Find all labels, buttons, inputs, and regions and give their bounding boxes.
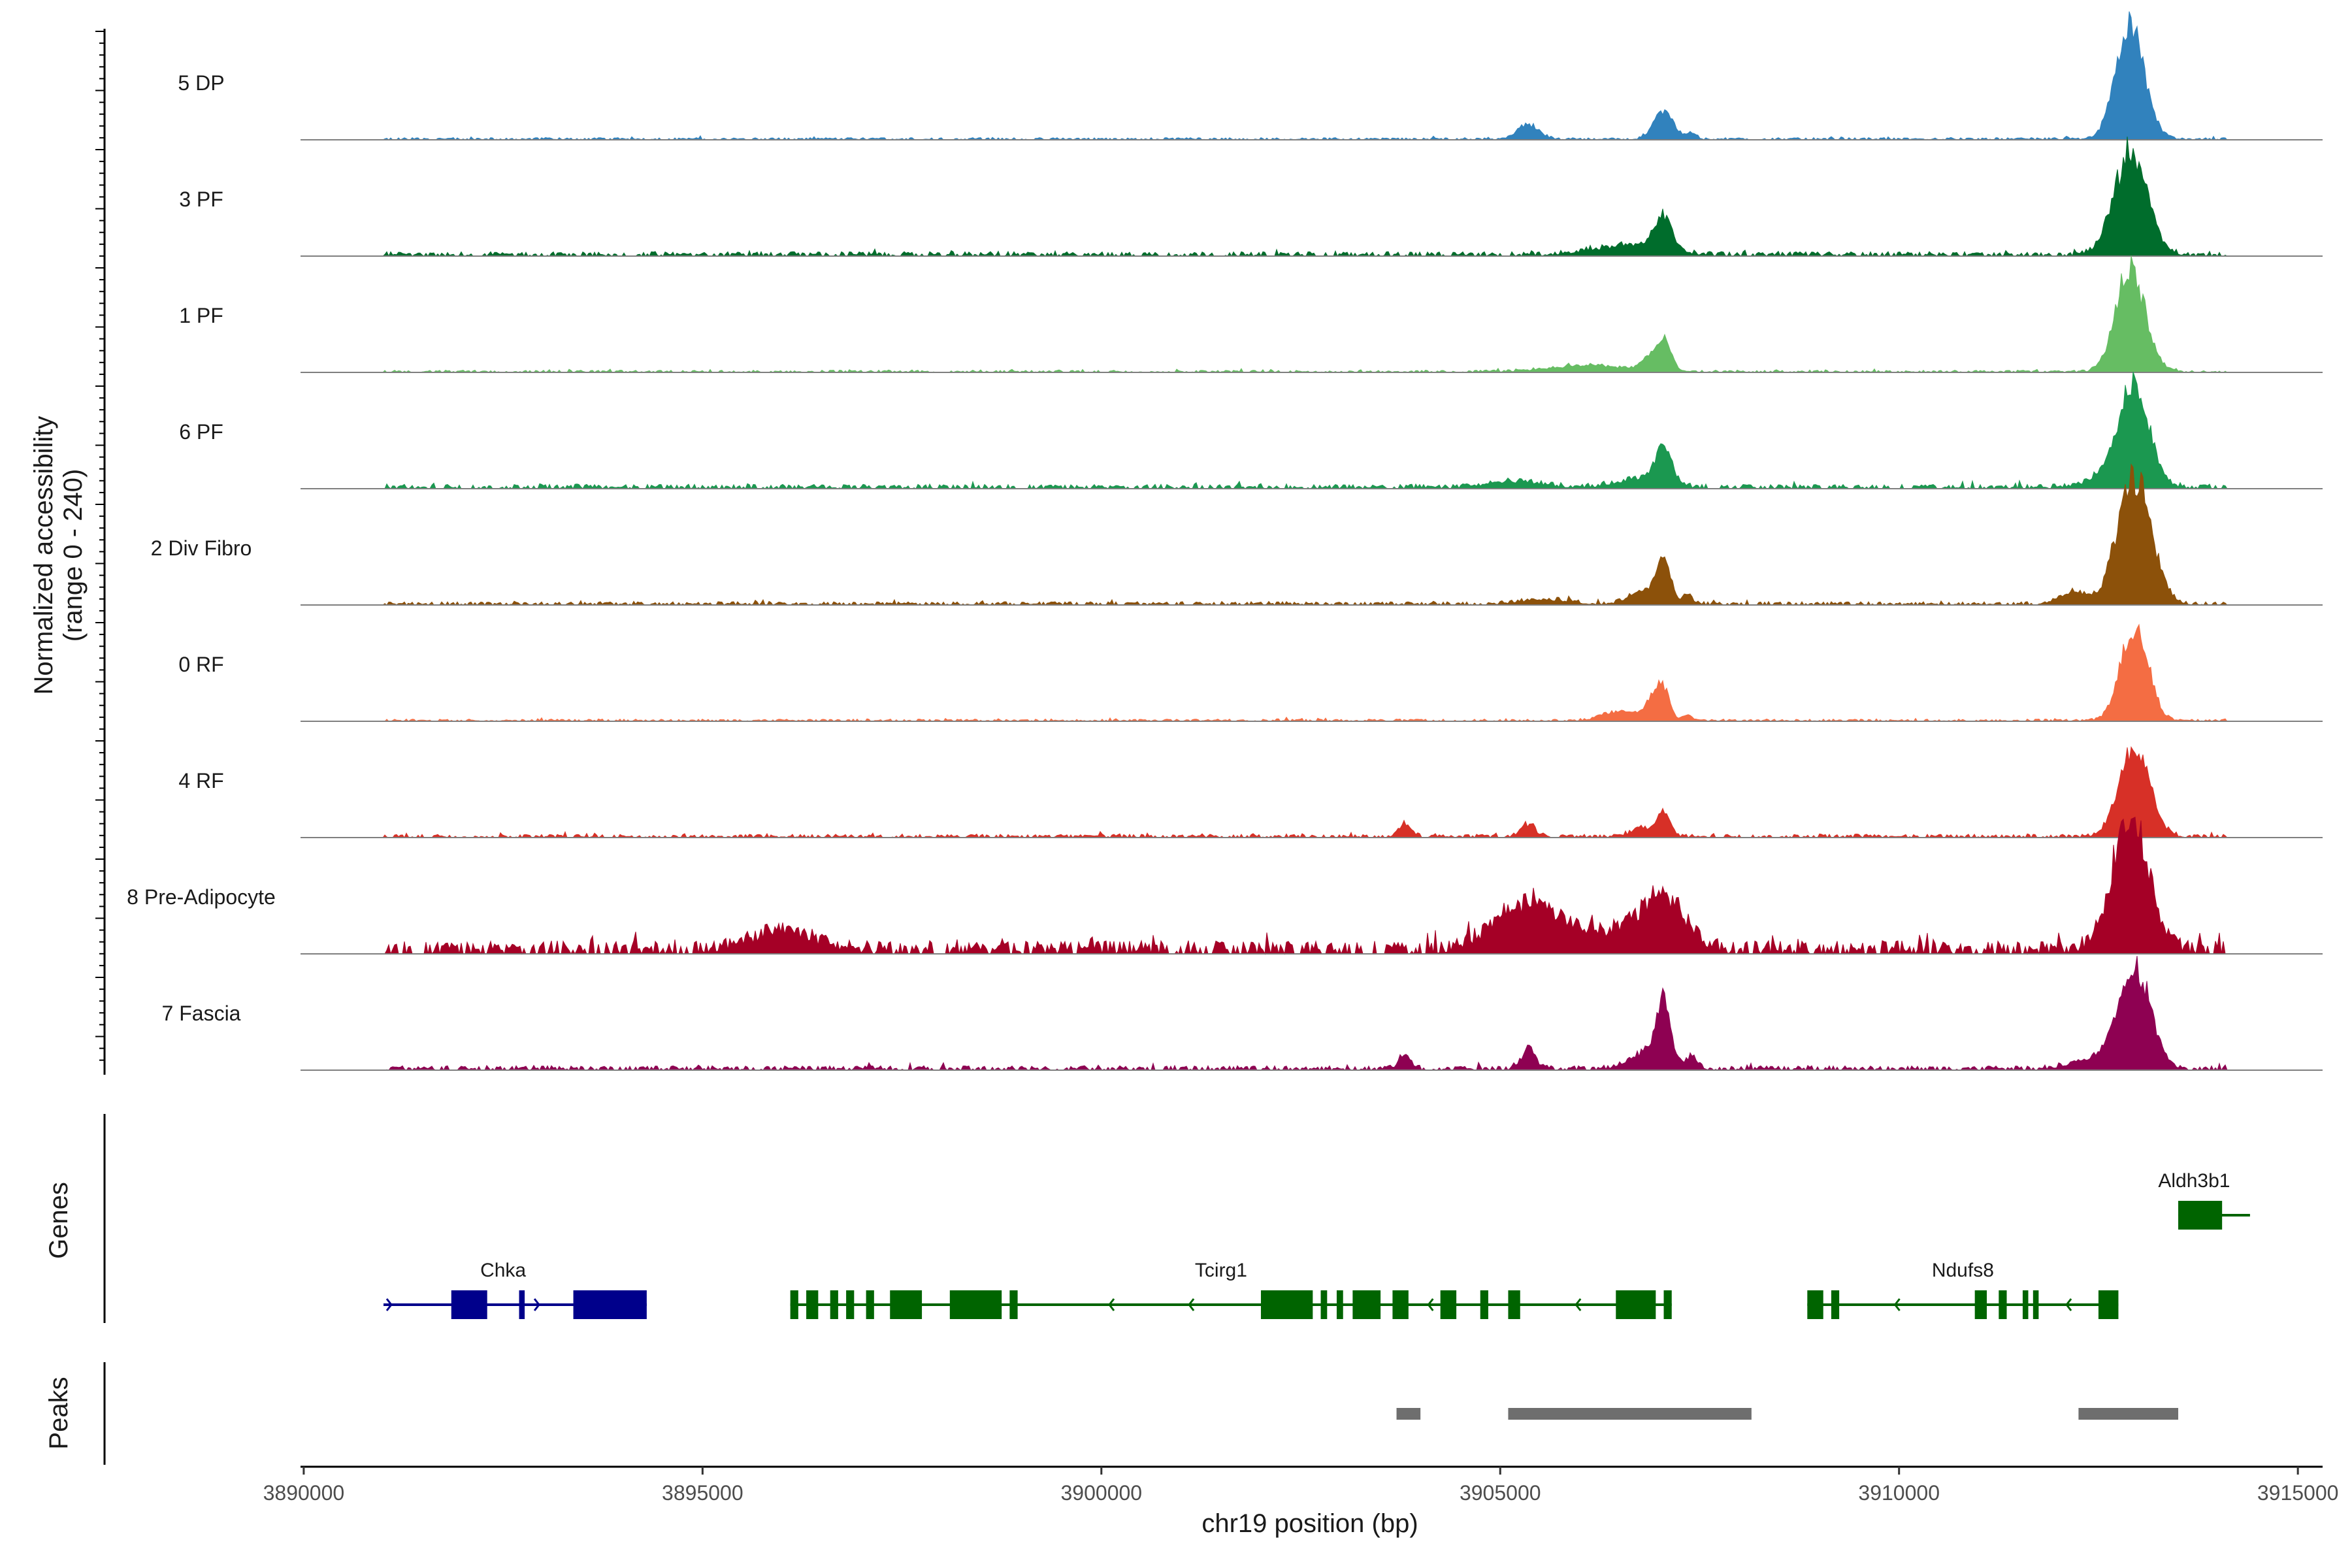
coverage-track: 8 Pre-Adipocyte [127,817,2323,955]
gene-exon [846,1290,855,1319]
genes-panel-title: Genes [44,1182,73,1259]
coverage-y-ticks [95,31,105,1061]
track-label: 5 DP [178,71,224,95]
strand-arrow [2065,1298,2072,1311]
gene-exon [573,1290,647,1319]
strand-arrow [1575,1298,1582,1311]
gene-exon [1392,1290,1409,1319]
gene-label: Chka [480,1260,526,1281]
gene-exon [1320,1290,1328,1319]
gene-model: Chka [383,1260,647,1319]
peaks-panel: Peaks [44,1362,2179,1465]
gene-exon [1352,1290,1381,1319]
gene-exon [1831,1290,1840,1319]
coverage-track: 2 Div Fibro [151,463,2323,606]
gene-exon [2022,1290,2029,1319]
gene-exon [1974,1290,1987,1319]
gene-model: Aldh3b1 [2158,1170,2250,1230]
x-tick-label: 3900000 [1061,1481,1143,1505]
gene-exon [1260,1290,1313,1319]
peaks-panel-title: Peaks [44,1377,73,1449]
strand-arrow [1108,1298,1115,1311]
peak-region [1396,1408,1421,1420]
track-label: 3 PF [179,188,223,211]
peak-regions [1396,1408,2179,1420]
gene-exon [1616,1290,1656,1319]
gene-exon [1336,1290,1343,1319]
y-axis-title-line1: Normalized accessibility [29,416,58,695]
gene-exon [890,1290,923,1319]
peak-region [2078,1408,2179,1420]
strand-arrow [1427,1298,1434,1311]
gene-exon [949,1290,1002,1319]
gene-exon [790,1290,798,1319]
x-tick-label: 3905000 [1460,1481,1541,1505]
y-axis-title-line2: (range 0 - 240) [59,469,88,642]
coverage-track: 7 Fascia [162,956,2323,1071]
coverage-panel: Normalized accessibility (range 0 - 240)… [29,11,2323,1075]
gene-label: Aldh3b1 [2158,1170,2230,1192]
x-axis-title: chr19 position (bp) [1201,1509,1418,1538]
gene-label: Tcirg1 [1195,1260,1247,1281]
track-label: 0 RF [178,653,223,676]
track-label: 2 Div Fibro [151,536,252,560]
x-axis-ticks: 3890000 3895000 3900000 3905000 3910000 39150… [263,1467,2339,1505]
track-label: 4 RF [178,769,223,792]
coverage-area [301,817,2323,955]
coverage-track: 0 RF [178,623,2323,722]
gene-exon [451,1290,487,1319]
gene-exon [1999,1290,2007,1319]
gene-exon [519,1290,525,1319]
gene-models: Chka Tcirg1 Ndufs8 Aldh3b1 [383,1170,2250,1319]
track-label: 8 Pre-Adipocyte [127,885,276,909]
gene-model: Ndufs8 [1807,1260,2119,1319]
x-axis: 3890000 3895000 3900000 3905000 3910000 39150… [263,1465,2339,1538]
track-label: 1 PF [179,304,223,327]
gene-exon [2098,1290,2119,1319]
gene-exon [1480,1290,1488,1319]
genes-panel: Genes Chka Tcirg1 Ndufs8 Aldh3b1 [44,1114,2250,1323]
gene-exon [866,1290,874,1319]
strand-arrow [1188,1298,1195,1311]
peak-region [1508,1408,1752,1420]
gene-exon [1663,1290,1672,1319]
coverage-area [301,371,2323,490]
coverage-track: 6 PF [179,371,2323,490]
coverage-track: 1 PF [179,255,2323,373]
gene-exon [1009,1290,1018,1319]
strand-arrow [533,1298,540,1311]
gene-exon [1440,1290,1457,1319]
track-label: 6 PF [179,420,223,444]
x-tick-label: 3890000 [263,1481,345,1505]
gene-exon [2033,1290,2039,1319]
coverage-track: 3 PF [179,137,2323,257]
x-tick-label: 3895000 [662,1481,743,1505]
x-tick-label: 3915000 [2257,1481,2339,1505]
coverage-tracks: 5 DP 3 PF 1 PF 6 PF 2 Div Fibro 0 RF 4 RF 8 Pre… [127,11,2323,1071]
coverage-area [301,463,2323,606]
x-tick-label: 3910000 [1858,1481,1940,1505]
gene-exon [1807,1290,1823,1319]
track-label: 7 Fascia [162,1002,241,1025]
gene-model: Tcirg1 [790,1260,1672,1319]
gene-exon [830,1290,838,1319]
gene-exon [1508,1290,1520,1319]
coverage-track: 5 DP [178,11,2323,140]
gene-exon [2178,1201,2223,1230]
gene-exon [806,1290,819,1319]
gene-label: Ndufs8 [1932,1260,1994,1281]
strand-arrow [385,1298,393,1311]
strand-arrow [1893,1298,1901,1311]
coverage-area [301,137,2323,257]
